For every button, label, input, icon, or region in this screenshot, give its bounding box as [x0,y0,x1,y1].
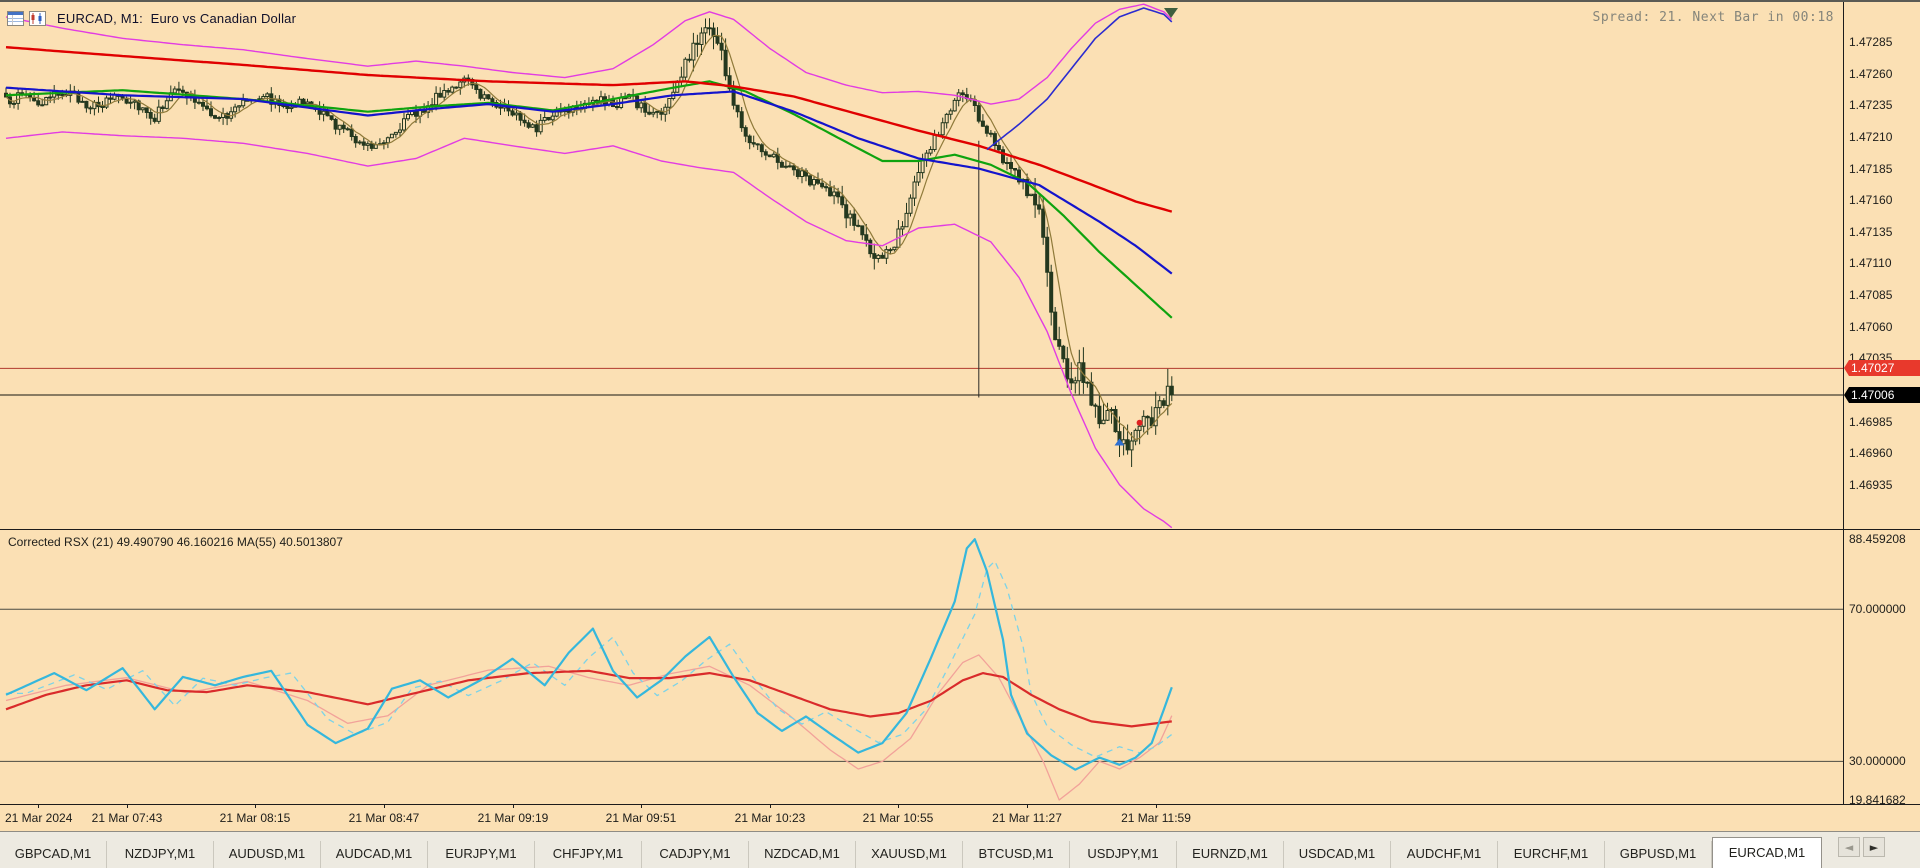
overlay-ma-red [5,46,1173,213]
tab-cadjpy-m1[interactable]: CADJPY,M1 [642,841,749,868]
time-axis-label: 21 Mar 11:59 [1121,811,1191,825]
time-tick [38,804,39,808]
price-tick-label: 1.47285 [1849,35,1893,49]
series-ma55 [5,669,1172,728]
overlay-ma-green [5,80,1173,319]
time-axis-separator [0,804,1920,805]
time-tick [1156,804,1157,808]
tab-eurchf-m1[interactable]: EURCHF,M1 [1498,841,1605,868]
price-tick-label: 1.47110 [1849,256,1892,270]
overlay-ma-blue [5,86,1173,275]
tab-nzdcad-m1[interactable]: NZDCAD,M1 [749,841,856,868]
tabs-scroll-right-button[interactable]: ► [1863,837,1885,857]
indicator-axis-label: 30.000000 [1849,754,1906,768]
tab-nav: ◄ ► [1838,832,1885,868]
time-axis-label: 21 Mar 09:19 [477,811,549,825]
overlay-bb-lower [5,131,1173,529]
overlay-band-blue [986,7,1173,151]
chart-tabs: GBPCAD,M1 NZDJPY,M1 AUDUSD,M1 AUDCAD,M1 EURJ… [0,832,1822,868]
chart-title: EURCAD, M1: Euro vs Canadian Dollar [57,11,297,26]
time-axis-label: 21 Mar 08:47 [348,811,420,825]
time-axis-label: 21 Mar 11:27 [992,811,1062,825]
indicator-axis[interactable]: 88.459208 70.000000 30.000000 19.841682 [1844,531,1920,807]
sell-marker [1136,419,1143,426]
indicator-axis-label: 70.000000 [1849,602,1906,616]
bid-price-tag: 1.47006 [1844,387,1920,403]
grid-report-icon[interactable] [7,11,24,26]
time-tick [898,804,899,808]
price-tick-label: 1.47210 [1849,130,1893,144]
price-tick-label: 1.46960 [1849,446,1893,460]
price-tick-label: 1.47185 [1849,162,1893,176]
time-tick [384,804,385,808]
tab-eurcad-m1[interactable]: EURCAD,M1 [1712,837,1822,868]
tab-usdcad-m1[interactable]: USDCAD,M1 [1284,841,1391,868]
time-axis-label: 21 Mar 10:55 [862,811,934,825]
chart-tabs-bar: GBPCAD,M1 NZDJPY,M1 AUDUSD,M1 AUDCAD,M1 EURJ… [0,832,1920,868]
series-ma-signal [5,654,1173,801]
price-tick-label: 1.47235 [1849,98,1893,112]
chart-header: EURCAD, M1: Euro vs Canadian Dollar [7,11,296,26]
spread-countdown-label: Spread: 21. Next Bar in 00:18 [1592,10,1834,25]
tab-eurnzd-m1[interactable]: EURNZD,M1 [1177,841,1284,868]
time-axis[interactable]: 21 Mar 2024 21 Mar 07:43 21 Mar 08:15 21 Ma… [0,804,1920,832]
tab-audchf-m1[interactable]: AUDCHF,M1 [1391,841,1498,868]
time-axis-label: 21 Mar 10:23 [734,811,806,825]
price-tick-label: 1.47260 [1849,67,1893,81]
time-tick [513,804,514,808]
ask-price-tag: 1.47027 [1844,360,1920,376]
price-tick-label: 1.46935 [1849,478,1893,492]
time-tick [127,804,128,808]
price-tick-label: 1.46985 [1849,415,1893,429]
overlay-bb-upper [5,3,1173,105]
price-tick-label: 1.47135 [1849,225,1893,239]
time-axis-label: 21 Mar 09:51 [605,811,677,825]
price-axis[interactable]: 1.47285 1.47260 1.47235 1.47210 1.47185 1.471… [1844,2,1920,529]
time-tick [255,804,256,808]
series-rsx [5,538,1173,771]
price-tick-label: 1.47085 [1849,288,1893,302]
tab-audusd-m1[interactable]: AUDUSD,M1 [214,841,321,868]
time-axis-label: 21 Mar 07:43 [91,811,163,825]
tab-bar-separator [0,831,1920,832]
price-axis-border [1843,2,1844,804]
tab-audcad-m1[interactable]: AUDCAD,M1 [321,841,428,868]
tab-xauusd-m1[interactable]: XAUUSD,M1 [856,841,963,868]
price-tick-label: 1.47060 [1849,320,1893,334]
price-chart-canvas[interactable] [0,2,1843,530]
rsx-indicator-canvas[interactable] [0,531,1843,804]
time-axis-label: 21 Mar 08:15 [219,811,291,825]
tab-eurjpy-m1[interactable]: EURJPY,M1 [428,841,535,868]
tab-usdjpy-m1[interactable]: USDJPY,M1 [1070,841,1177,868]
time-axis-label: 21 Mar 2024 [5,811,73,825]
series-rsx-signal [6,560,1173,758]
chart-shift-marker [1164,8,1178,18]
tab-gbpcad-m1[interactable]: GBPCAD,M1 [0,841,107,868]
tab-chfjpy-m1[interactable]: CHFJPY,M1 [535,841,642,868]
time-tick [770,804,771,808]
tab-btcusd-m1[interactable]: BTCUSD,M1 [963,841,1070,868]
indicator-values-label: Corrected RSX (21) 49.490790 46.160216 M… [8,535,343,549]
indicator-axis-label: 88.459208 [1849,532,1906,546]
tabs-scroll-left-button[interactable]: ◄ [1838,837,1860,857]
time-tick [641,804,642,808]
buy-arrow [1114,438,1125,446]
tab-nzdjpy-m1[interactable]: NZDJPY,M1 [107,841,214,868]
tab-gbpusd-m1[interactable]: GBPUSD,M1 [1605,841,1712,868]
price-tick-label: 1.47160 [1849,193,1893,207]
time-tick [1027,804,1028,808]
indicator-axis-label: 19.841682 [1849,793,1906,807]
candlestick-chart-icon[interactable] [29,11,46,26]
indicator-panel-separator[interactable] [0,529,1920,530]
